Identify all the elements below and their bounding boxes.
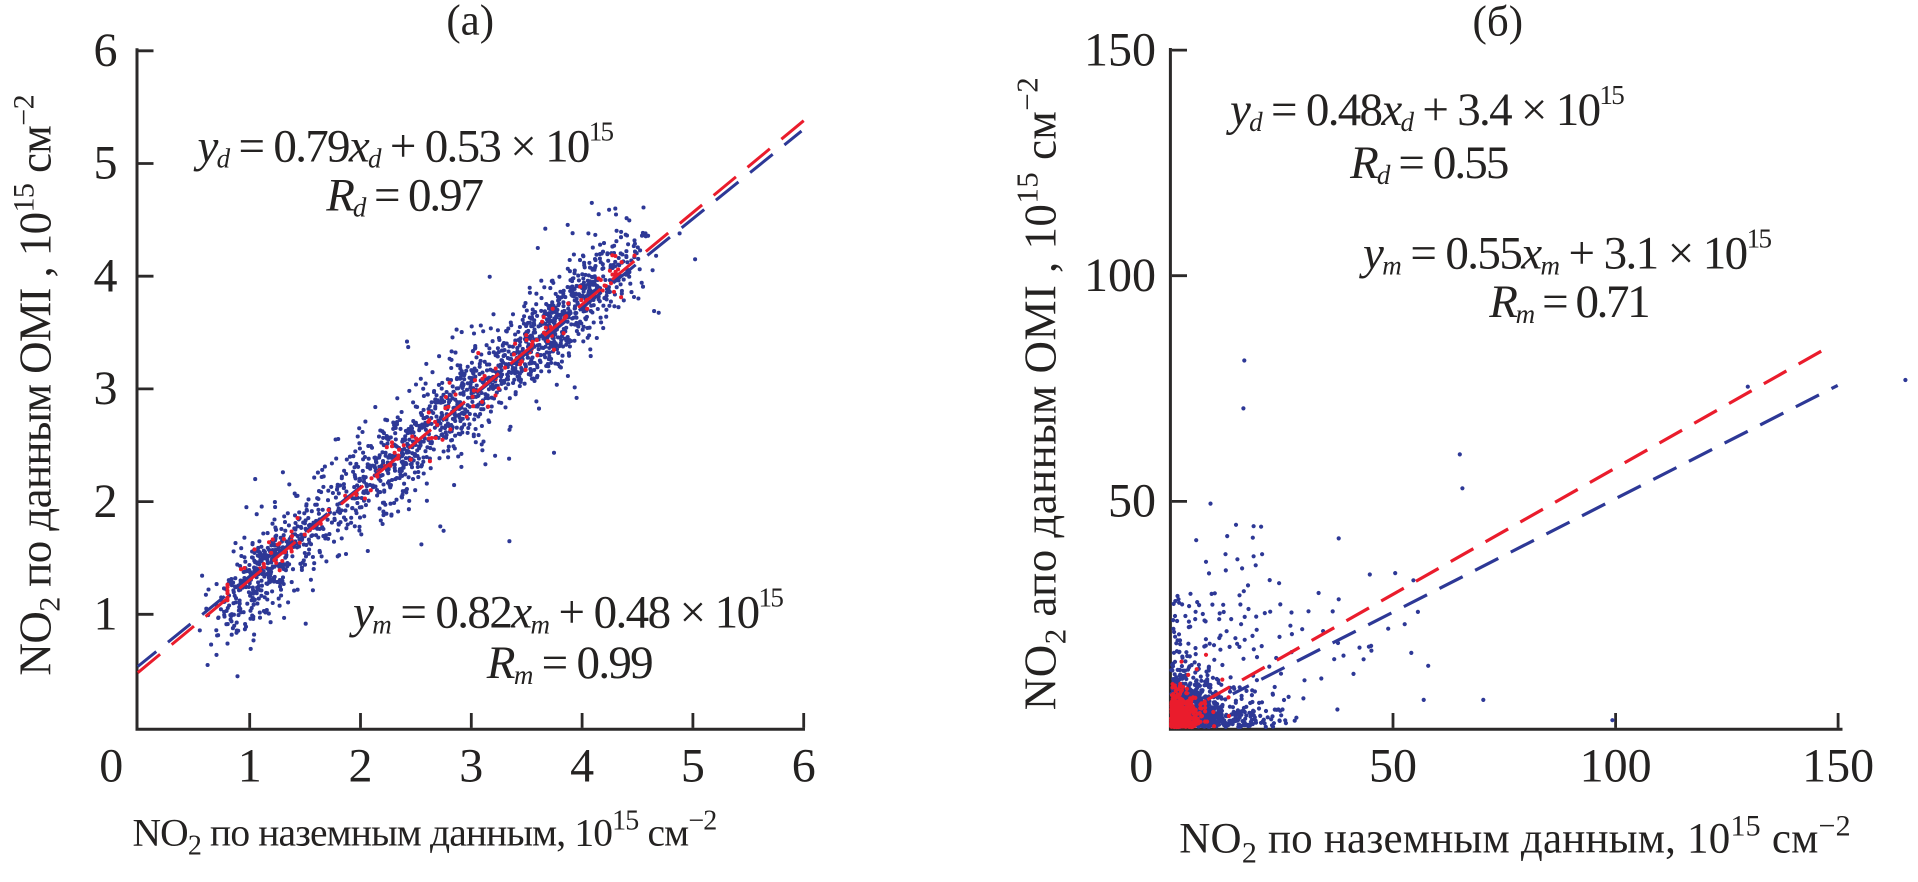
svg-text:0: 0 [99, 739, 123, 792]
svg-text:yd = 0.79xd + 0.53 × 1015: yd = 0.79xd + 0.53 × 1015 [194, 117, 614, 174]
svg-text:(б): (б) [1473, 0, 1524, 46]
svg-text:6: 6 [792, 739, 816, 792]
svg-text:NO2 по наземным данным, 1015 с: NO2 по наземным данным, 1015 см−2 [1179, 810, 1851, 870]
svg-text:ym = 0.55xm + 3.1 × 1015: ym = 0.55xm + 3.1 × 1015 [1359, 224, 1771, 281]
svg-text:2: 2 [94, 475, 118, 528]
svg-text:50: 50 [1108, 475, 1156, 528]
svg-text:NO2 апо данным OMI , 1015 см−2: NO2 апо данным OMI , 1015 см−2 [1010, 77, 1073, 710]
svg-text:(a): (a) [446, 0, 494, 45]
svg-text:150: 150 [1802, 739, 1874, 792]
svg-text:3: 3 [459, 739, 483, 792]
svg-text:Rd = 0.97: Rd = 0.97 [325, 170, 483, 223]
svg-text:3: 3 [94, 362, 118, 415]
svg-text:6: 6 [94, 24, 118, 77]
svg-text:NO2 по данным OMI , 1015 см−2: NO2 по данным OMI , 1015 см−2 [8, 95, 67, 676]
svg-text:50: 50 [1369, 739, 1417, 792]
svg-text:Rd = 0.55: Rd = 0.55 [1349, 137, 1508, 190]
svg-text:Rm = 0.71: Rm = 0.71 [1488, 276, 1648, 329]
svg-text:yd = 0.48xd + 3.4 × 1015: yd = 0.48xd + 3.4 × 1015 [1226, 80, 1624, 137]
svg-text:1: 1 [94, 588, 118, 641]
svg-text:1: 1 [238, 739, 262, 792]
svg-text:5: 5 [94, 137, 118, 190]
svg-text:4: 4 [570, 739, 594, 792]
svg-text:ym = 0.82xm + 0.48 × 1015: ym = 0.82xm + 0.48 × 1015 [349, 583, 783, 640]
svg-text:100: 100 [1084, 249, 1156, 302]
svg-text:Rm = 0.99: Rm = 0.99 [486, 637, 652, 690]
svg-text:NO2 по наземным данным, 1015 с: NO2 по наземным данным, 1015 см−2 [133, 806, 717, 862]
svg-text:150: 150 [1084, 23, 1156, 76]
svg-text:4: 4 [94, 249, 118, 302]
svg-text:5: 5 [681, 739, 705, 792]
svg-text:0: 0 [1129, 739, 1153, 792]
svg-text:2: 2 [349, 739, 373, 792]
svg-text:100: 100 [1580, 739, 1652, 792]
